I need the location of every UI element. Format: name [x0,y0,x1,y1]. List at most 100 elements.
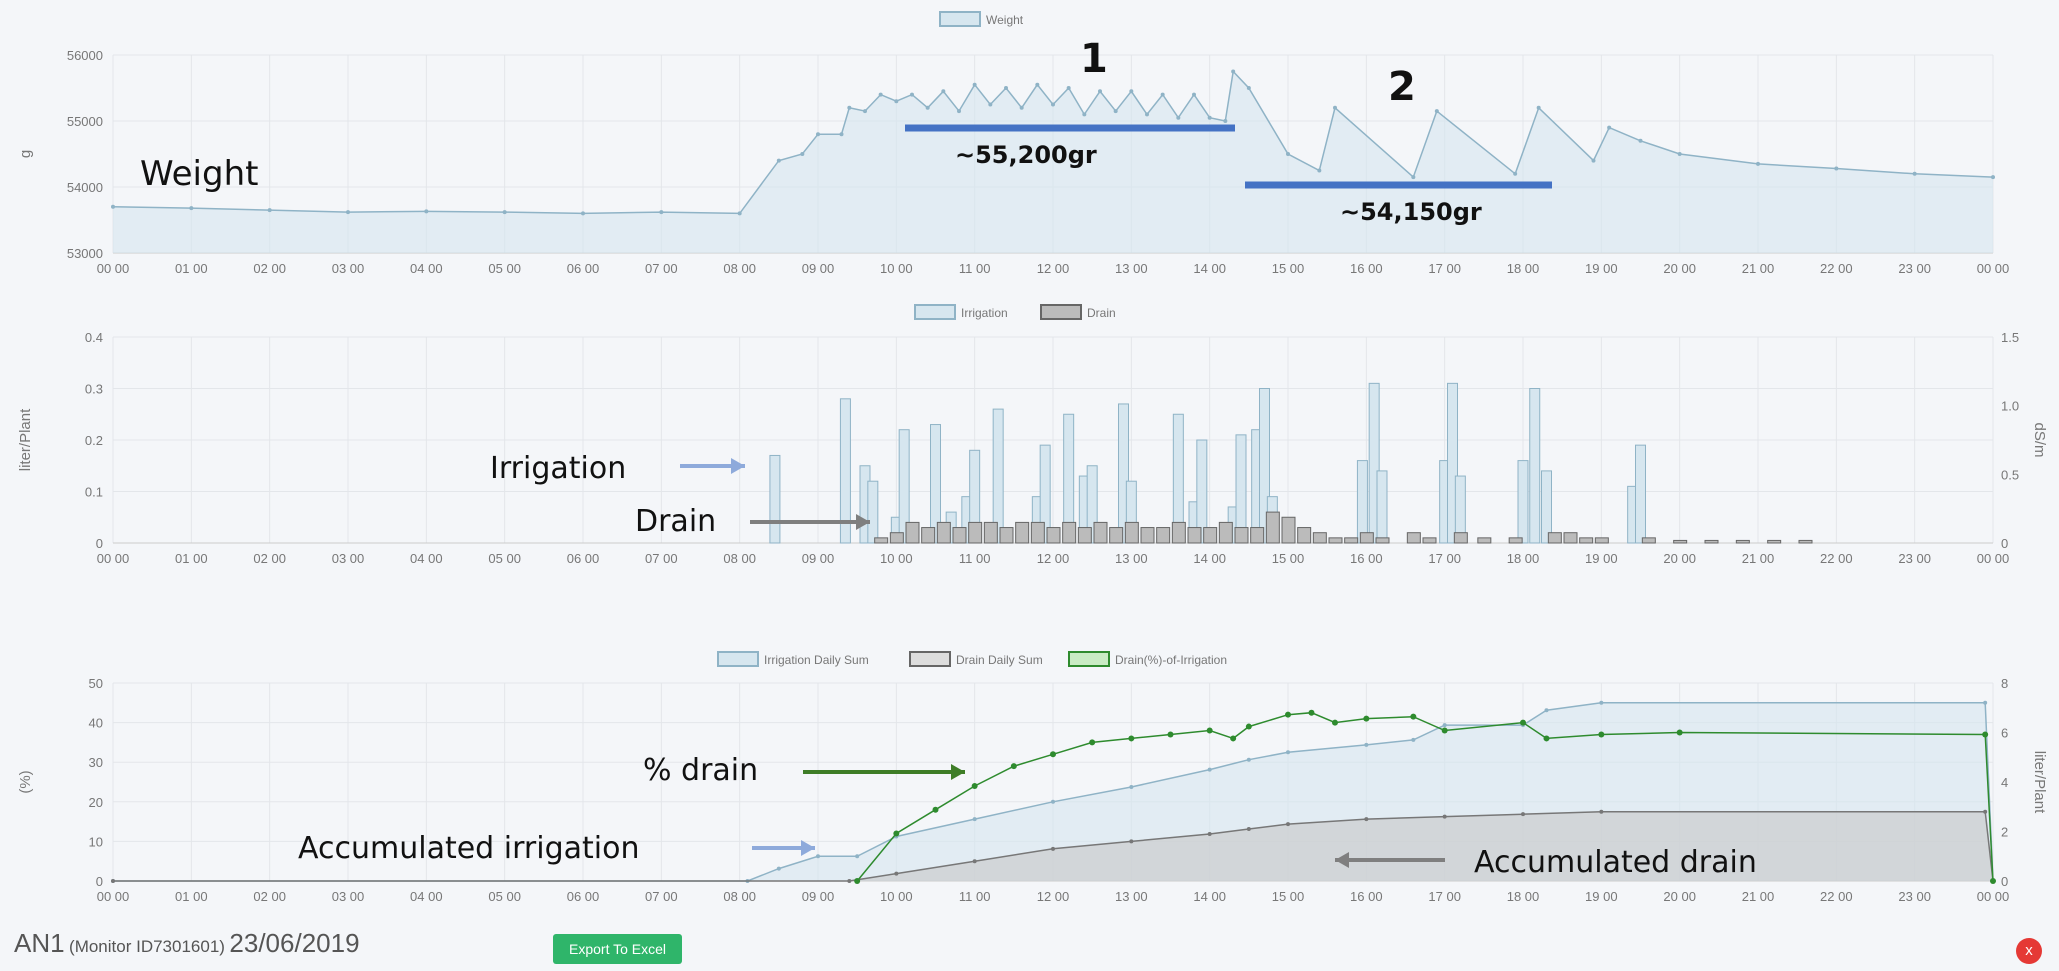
x-tick-label: 06 00 [567,261,600,276]
weight-point [1004,86,1008,90]
footer-info: AN1 (Monitor ID7301601) 23/06/2019 [14,928,360,959]
drain-pct-point [1167,731,1174,738]
drain-bar [1375,537,1390,544]
x-tick-label: 14 00 [1193,551,1226,566]
weight-point [1912,171,1917,176]
drain-bar [889,532,904,544]
y-right-tick-label: 2 [2001,825,2008,840]
drain-sum-point [1983,809,1988,814]
drain-bar [1234,527,1249,544]
close-button[interactable]: x [2016,938,2042,964]
x-tick-label: 05 00 [488,551,521,566]
drain-bar [1406,532,1421,544]
drain-sum-point [1051,846,1055,851]
y-axis-label: liter/Plant [17,408,34,471]
drain-sum-point [1207,831,1212,836]
irrigation-sum-point [1364,742,1369,747]
weight-point [1638,138,1643,143]
drain-bar [1297,527,1312,544]
drain-bar [1359,532,1374,544]
y-right-tick-label: 1.0 [2001,399,2019,414]
irrigation-bar [1376,470,1388,544]
annotation-drain: Drain [635,504,716,539]
y-tick-label: 40 [89,716,103,731]
arrow-drain-head [856,514,870,530]
x-tick-label: 12 00 [1037,889,1070,904]
drain-bar [968,521,983,544]
weight-point [972,82,977,87]
drain-pct-line [856,711,1994,882]
annotation-acc-irrigation: Accumulated irrigation [298,831,639,866]
x-tick-label: 01 00 [175,889,208,904]
x-tick-label: 16 00 [1350,889,1383,904]
drain-pct-point [854,878,861,884]
x-tick-label: 07 00 [645,261,678,276]
drain-bar [1062,521,1077,544]
weight-point [1434,109,1439,114]
drain-sum-point [894,871,899,876]
x-tick-label: 00 00 [1977,889,2010,904]
x-tick-label: 22 00 [1820,551,1853,566]
x-tick-label: 03 00 [332,551,365,566]
arrow-irrigation-head [731,458,745,474]
weight-point [894,99,899,104]
weight-point [1066,86,1071,90]
x-tick-label: 08 00 [723,551,756,566]
annotation-weight: Weight [140,154,258,194]
irrigation-bar [1196,439,1208,544]
x-tick-label: 00 00 [97,551,130,566]
drain-bar [952,527,967,544]
drain-bar [1735,539,1750,544]
drain-bar [1547,532,1562,544]
drain-bar [1218,521,1233,544]
x-tick-label: 10 00 [880,551,913,566]
irrigation-bar [898,429,910,544]
legend-swatch [939,11,981,27]
x-tick-label: 04 00 [410,261,443,276]
weight-point [910,92,914,97]
irrigation-sum-point [1983,700,1988,705]
drain-pct-point [1206,727,1213,734]
export-to-excel-button[interactable]: Export To Excel [553,934,683,964]
weight-point [1035,82,1040,87]
drain-pct-point [1598,731,1605,738]
y-tick-label: 0.2 [85,433,103,448]
x-tick-label: 07 00 [645,889,678,904]
x-tick-label: 09 00 [802,261,835,276]
weight-point [1051,102,1055,107]
drain-pct-point [1676,729,1683,736]
x-tick-label: 09 00 [802,889,835,904]
y-axis-label: g [17,150,34,158]
drain-pct-point [1128,735,1135,742]
x-tick-label: 03 00 [332,889,365,904]
weight-point [800,152,805,156]
irrigation-bar [1447,382,1458,544]
drain-bar [1594,537,1609,544]
drain-sum-point [1521,812,1525,817]
weight-point [988,102,993,107]
annotation-value-1: ~55,200gr [955,141,1097,169]
drain-sum-area [113,811,1993,881]
legend-label: Drain [1087,306,1116,320]
weight-point [581,211,585,216]
irrigation-sum-point [1411,737,1416,742]
drain-bar [1265,511,1280,544]
irrigation-sum-point [776,866,781,871]
drain-bar [983,521,998,544]
y-tick-label: 30 [89,755,103,770]
annotation-value-2: ~54,150gr [1340,198,1482,226]
weight-point [1246,86,1251,90]
weight-point [1019,105,1024,110]
drain-bar [1453,532,1468,544]
x-tick-label: 07 00 [645,551,678,566]
y-tick-label: 53000 [67,246,103,261]
irrigation-sum-point [816,854,820,859]
x-tick-label: 06 00 [567,889,600,904]
legend-label: Irrigation Daily Sum [764,653,869,667]
weight-point [189,206,194,211]
weight-point [1591,158,1596,163]
weight-point [925,105,930,110]
drain-bar [921,527,936,544]
x-tick-label: 13 00 [1115,261,1148,276]
